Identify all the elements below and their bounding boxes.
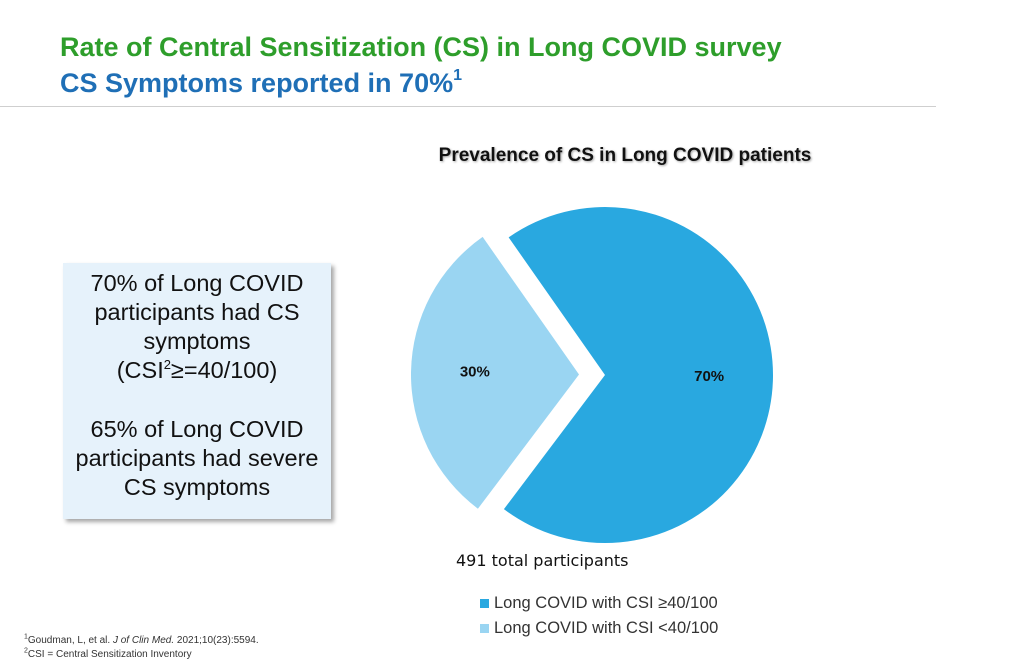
csi-footnote-ref: 2	[163, 357, 171, 373]
footnote-1-marker: 1	[24, 633, 28, 641]
csi-suffix: ≥=40/100)	[170, 357, 278, 383]
chart-legend: Long COVID with CSI ≥40/100 Long COVID w…	[480, 591, 718, 641]
footnotes: 1Goudman, L, et al. J of Clin Med. 2021;…	[24, 634, 259, 662]
pie-data-label-csi-low: 30%	[460, 364, 490, 381]
footnote-2-text: CSI = Central Sensitization Inventory	[27, 649, 192, 660]
pie-slice-csi-low	[411, 236, 580, 509]
footnote-1-authors: Goudman, L, et al.	[27, 635, 113, 646]
legend-label-csi-low: Long COVID with CSI <40/100	[494, 619, 719, 637]
total-participants-label: 491 total participants	[456, 551, 629, 570]
callout-severe-cs-text: 65% of Long COVID participants had sever…	[75, 416, 319, 500]
footnote-1-citation: 2021;10(23):5594.	[174, 635, 259, 646]
summary-callout-box: 70% of Long COVID participants had CS sy…	[63, 263, 331, 519]
subtitle-text: CS Symptoms reported in 70%	[60, 68, 454, 98]
csi-prefix: (CSI	[116, 357, 164, 383]
title-divider	[0, 106, 936, 107]
slide-subtitle: CS Symptoms reported in 70%1	[60, 67, 463, 99]
slide-title: Rate of Central Sensitization (CS) in Lo…	[60, 32, 782, 62]
footnote-1: 1Goudman, L, et al. J of Clin Med. 2021;…	[24, 634, 259, 648]
footnote-1-journal: J of Clin Med.	[112, 635, 175, 646]
pie-chart: 70% 30%	[411, 207, 773, 543]
chart-title: Prevalence of CS in Long COVID patients	[438, 145, 812, 166]
footnote-2: 2CSI = Central Sensitization Inventory	[24, 648, 259, 662]
callout-csi-threshold: (CSI2≥=40/100)	[63, 356, 331, 385]
legend-swatch-csi-high	[480, 599, 489, 608]
legend-label-csi-high: Long COVID with CSI ≥40/100	[494, 594, 718, 612]
pie-data-label-csi-high: 70%	[694, 368, 724, 385]
pie-slice-csi-high	[503, 207, 773, 543]
legend-swatch-csi-low	[480, 624, 489, 633]
callout-cs-symptoms-text: 70% of Long COVID participants had CS sy…	[90, 270, 304, 354]
legend-item-csi-low: Long COVID with CSI <40/100	[480, 616, 718, 641]
footnote-2-marker: 2	[24, 647, 28, 655]
subtitle-footnote-ref: 1	[453, 67, 463, 84]
legend-item-csi-high: Long COVID with CSI ≥40/100	[480, 591, 718, 616]
